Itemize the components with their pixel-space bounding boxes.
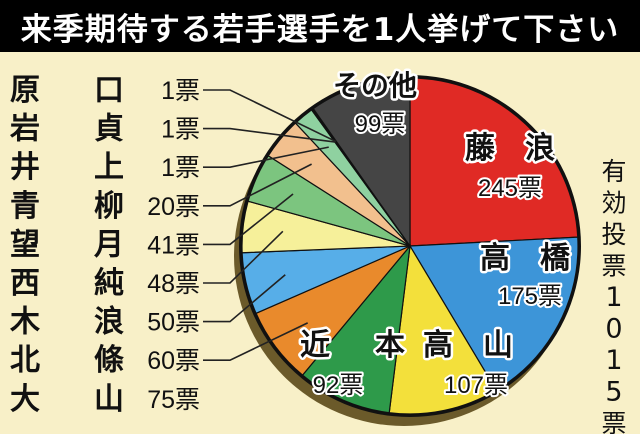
total-char: 1 <box>605 282 622 313</box>
list-votes-北條: 60票 <box>147 347 200 375</box>
list-surname-大山: 大 <box>10 382 40 417</box>
total-char: 1 <box>605 345 622 376</box>
pie-slice-高山 <box>388 244 498 415</box>
slice-votes-高山: 107票 <box>444 372 508 399</box>
pie-slices <box>241 77 579 415</box>
list-surname-北條: 北 <box>10 343 40 378</box>
leader-line-望月 <box>203 193 294 246</box>
list-votes-岩貞: 1票 <box>161 116 200 144</box>
leader-lines <box>203 89 337 361</box>
list-surname-青柳: 青 <box>10 189 40 224</box>
slice-votes-近: 92票 <box>313 372 364 399</box>
slice-label-高橋: 高 橋 <box>480 241 571 276</box>
list-votes-木浪: 50票 <box>147 309 200 337</box>
pie-slice-高橋 <box>408 236 579 391</box>
list-votes-望月: 41票 <box>147 231 200 259</box>
pie-slice-近 <box>301 244 411 414</box>
total-char: 5 <box>605 377 622 408</box>
total-char: 投 <box>601 220 626 249</box>
slice-votes-高橋: 175票 <box>498 283 562 310</box>
pie-slice-藤浪 <box>409 77 579 247</box>
leader-line-青柳 <box>203 163 312 207</box>
list-surname-井上: 井 <box>10 150 40 185</box>
total-char: 有 <box>601 157 626 186</box>
list-votes-井上: 1票 <box>161 154 200 182</box>
total-char: 票 <box>601 252 626 281</box>
left-name-list: 原口 1票岩貞 1票井上 1票青柳 20票望月 41票西純 48票木浪 50票北條 60票大山 7… <box>9 73 200 417</box>
list-given-望月: 月 <box>94 227 124 262</box>
leader-line-北條 <box>203 322 309 361</box>
list-votes-青柳: 20票 <box>147 193 200 221</box>
slice-label-近: 近 <box>300 328 330 363</box>
slice-label-藤浪: 藤 浪 <box>465 131 555 166</box>
list-given-原口: 口 <box>94 73 124 108</box>
chart-title: 来季期待する若手選手を1人挙げて下さい <box>0 0 640 52</box>
list-votes-西純: 48票 <box>147 270 200 298</box>
slice-votes-藤浪: 245票 <box>478 175 542 202</box>
list-votes-大山: 75票 <box>147 386 200 414</box>
list-surname-西純: 西 <box>10 266 40 301</box>
list-given-大山: 山 <box>94 382 124 417</box>
slice-label-本: 本 <box>375 328 405 363</box>
list-given-北條: 條 <box>94 343 124 378</box>
list-surname-岩貞: 岩 <box>10 112 40 147</box>
total-char: 0 <box>605 314 622 345</box>
total-char: 票 <box>601 409 626 434</box>
list-votes-原口: 1票 <box>161 77 200 105</box>
total-char: 効 <box>601 189 626 218</box>
list-given-木浪: 浪 <box>94 305 124 340</box>
slice-label-その他: その他 <box>333 69 417 102</box>
leader-line-西純 <box>203 230 284 284</box>
leader-line-岩貞 <box>203 127 336 143</box>
leader-line-井上 <box>203 146 329 168</box>
list-given-西純: 純 <box>94 266 124 301</box>
slice-votes-その他: 99票 <box>355 111 406 138</box>
leader-line-木浪 <box>203 274 286 323</box>
leader-line-原口 <box>203 89 337 143</box>
list-given-井上: 上 <box>94 150 124 185</box>
list-surname-原口: 原 <box>10 73 40 108</box>
list-given-岩貞: 貞 <box>94 112 124 147</box>
pie-slice-その他 <box>312 77 411 248</box>
list-surname-木浪: 木 <box>9 305 40 340</box>
slice-label-高山: 高 山 <box>423 328 513 363</box>
list-surname-望月: 望 <box>10 227 40 262</box>
list-given-青柳: 柳 <box>94 189 124 224</box>
